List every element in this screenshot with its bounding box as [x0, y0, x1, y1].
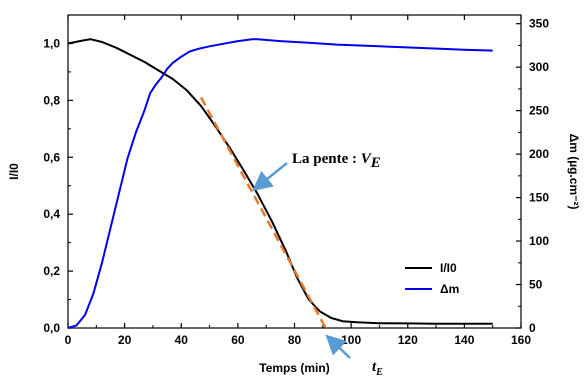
y-right-tick-label: 100	[529, 234, 549, 248]
tangent-line	[199, 96, 327, 329]
y-left-tick-label: 1,0	[43, 36, 60, 50]
slope-label: La pente : VE	[292, 151, 381, 171]
x-tick-label: 20	[118, 333, 132, 347]
y-axis-right-title: Δm (µg.cm⁻²)	[567, 134, 581, 210]
y-left-tick-label: 0,2	[43, 264, 60, 278]
legend-label: Δm	[440, 282, 459, 296]
y-right-tick-label: 0	[529, 321, 536, 335]
y-right-tick-label: 50	[529, 278, 543, 292]
y-left-tick-label: 0,8	[43, 93, 60, 107]
y-right-tick-label: 300	[529, 60, 549, 74]
x-tick-label: 100	[341, 333, 361, 347]
x-tick-label: 140	[454, 333, 474, 347]
x-tick-label: 60	[231, 333, 245, 347]
y-axis-left-title: I/I0	[7, 163, 21, 180]
y-right-tick-label: 350	[529, 17, 549, 31]
y-left-tick-label: 0,4	[43, 207, 60, 221]
y-left-tick-label: 0,0	[43, 321, 60, 335]
y-left-tick-label: 0,6	[43, 150, 60, 164]
series-line-intensity	[67, 38, 493, 325]
x-tick-label: 160	[511, 333, 531, 347]
slope-arrow	[252, 162, 288, 192]
te-arrow	[325, 334, 351, 359]
x-axis-title: Temps (min)	[259, 361, 329, 375]
x-tick-label: 40	[175, 333, 189, 347]
series-line-mass	[67, 38, 493, 329]
y-right-tick-label: 150	[529, 191, 549, 205]
te-label: tE	[372, 359, 383, 377]
y-right-tick-label: 200	[529, 147, 549, 161]
y-right-tick-label: 250	[529, 104, 549, 118]
legend-label: I/I0	[440, 261, 457, 275]
x-tick-label: 0	[65, 333, 72, 347]
x-tick-label: 80	[288, 333, 302, 347]
x-tick-label: 120	[398, 333, 418, 347]
